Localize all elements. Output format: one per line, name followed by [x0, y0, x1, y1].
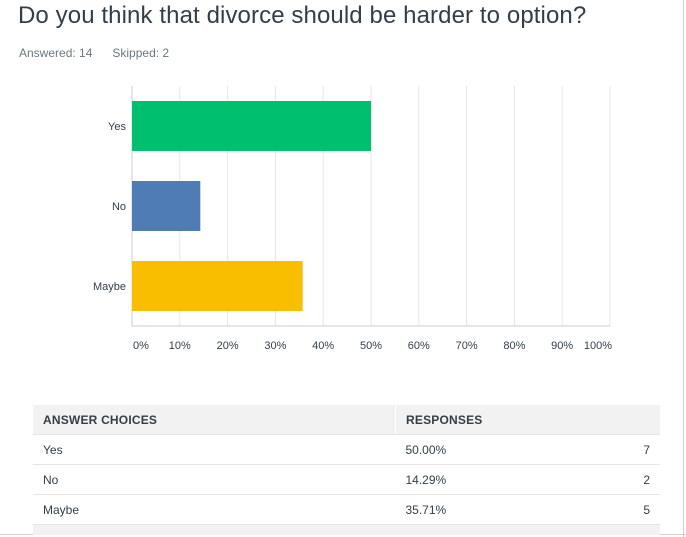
choice-cell: No — [33, 464, 396, 495]
x-tick-label: 40% — [312, 340, 334, 352]
percent-cell: 50.00% — [395, 434, 580, 465]
x-tick-label: 50% — [360, 340, 382, 352]
x-tick-label: 70% — [456, 340, 478, 352]
x-tick-label: 10% — [169, 340, 191, 352]
x-tick-label: 90% — [551, 340, 573, 352]
bar-no[interactable] — [132, 181, 201, 231]
x-tick-label: 60% — [408, 340, 430, 352]
responses-header: RESPONSES — [395, 405, 660, 435]
answered-count: Answered: 14 — [19, 46, 93, 60]
choice-cell: Yes — [33, 434, 396, 465]
response-stats: Answered: 14 Skipped: 2 — [19, 46, 169, 60]
x-tick-label: 0% — [133, 340, 149, 352]
answer-choices-header: ANSWER CHOICES — [33, 405, 396, 435]
bar-maybe[interactable] — [132, 261, 303, 311]
skipped-count: Skipped: 2 — [112, 46, 170, 60]
category-label: No — [112, 201, 126, 213]
table-row: Maybe 35.71% 5 — [33, 494, 660, 525]
responses-table: ANSWER CHOICES RESPONSES Yes 50.00% 7 No… — [33, 405, 660, 535]
percent-cell: 14.29% — [395, 464, 580, 495]
bar-chart: Yes No Maybe 0% 10% 20% 30% 40% 50% 60% 70% 80% 90% 1… — [93, 86, 612, 352]
x-tick-label: 20% — [217, 340, 239, 352]
question-title: Do you think that divorce should be hard… — [18, 2, 587, 29]
table-header-row: ANSWER CHOICES RESPONSES — [33, 405, 660, 435]
table-footer-row — [33, 524, 660, 535]
count-cell: 5 — [580, 494, 660, 525]
count-cell: 2 — [580, 464, 660, 495]
frame-border-right — [683, 0, 684, 537]
table-row: Yes 50.00% 7 — [33, 434, 660, 465]
x-tick-label: 100% — [584, 340, 612, 352]
percent-cell: 35.71% — [395, 494, 580, 525]
category-label: Yes — [108, 121, 126, 133]
category-label: Maybe — [93, 281, 126, 293]
table-footer — [33, 524, 660, 535]
choice-cell: Maybe — [33, 494, 396, 525]
x-tick-label: 80% — [503, 340, 525, 352]
bar-yes[interactable] — [132, 101, 371, 151]
count-cell: 7 — [580, 434, 660, 465]
x-tick-label: 30% — [264, 340, 286, 352]
table-row: No 14.29% 2 — [33, 464, 660, 495]
